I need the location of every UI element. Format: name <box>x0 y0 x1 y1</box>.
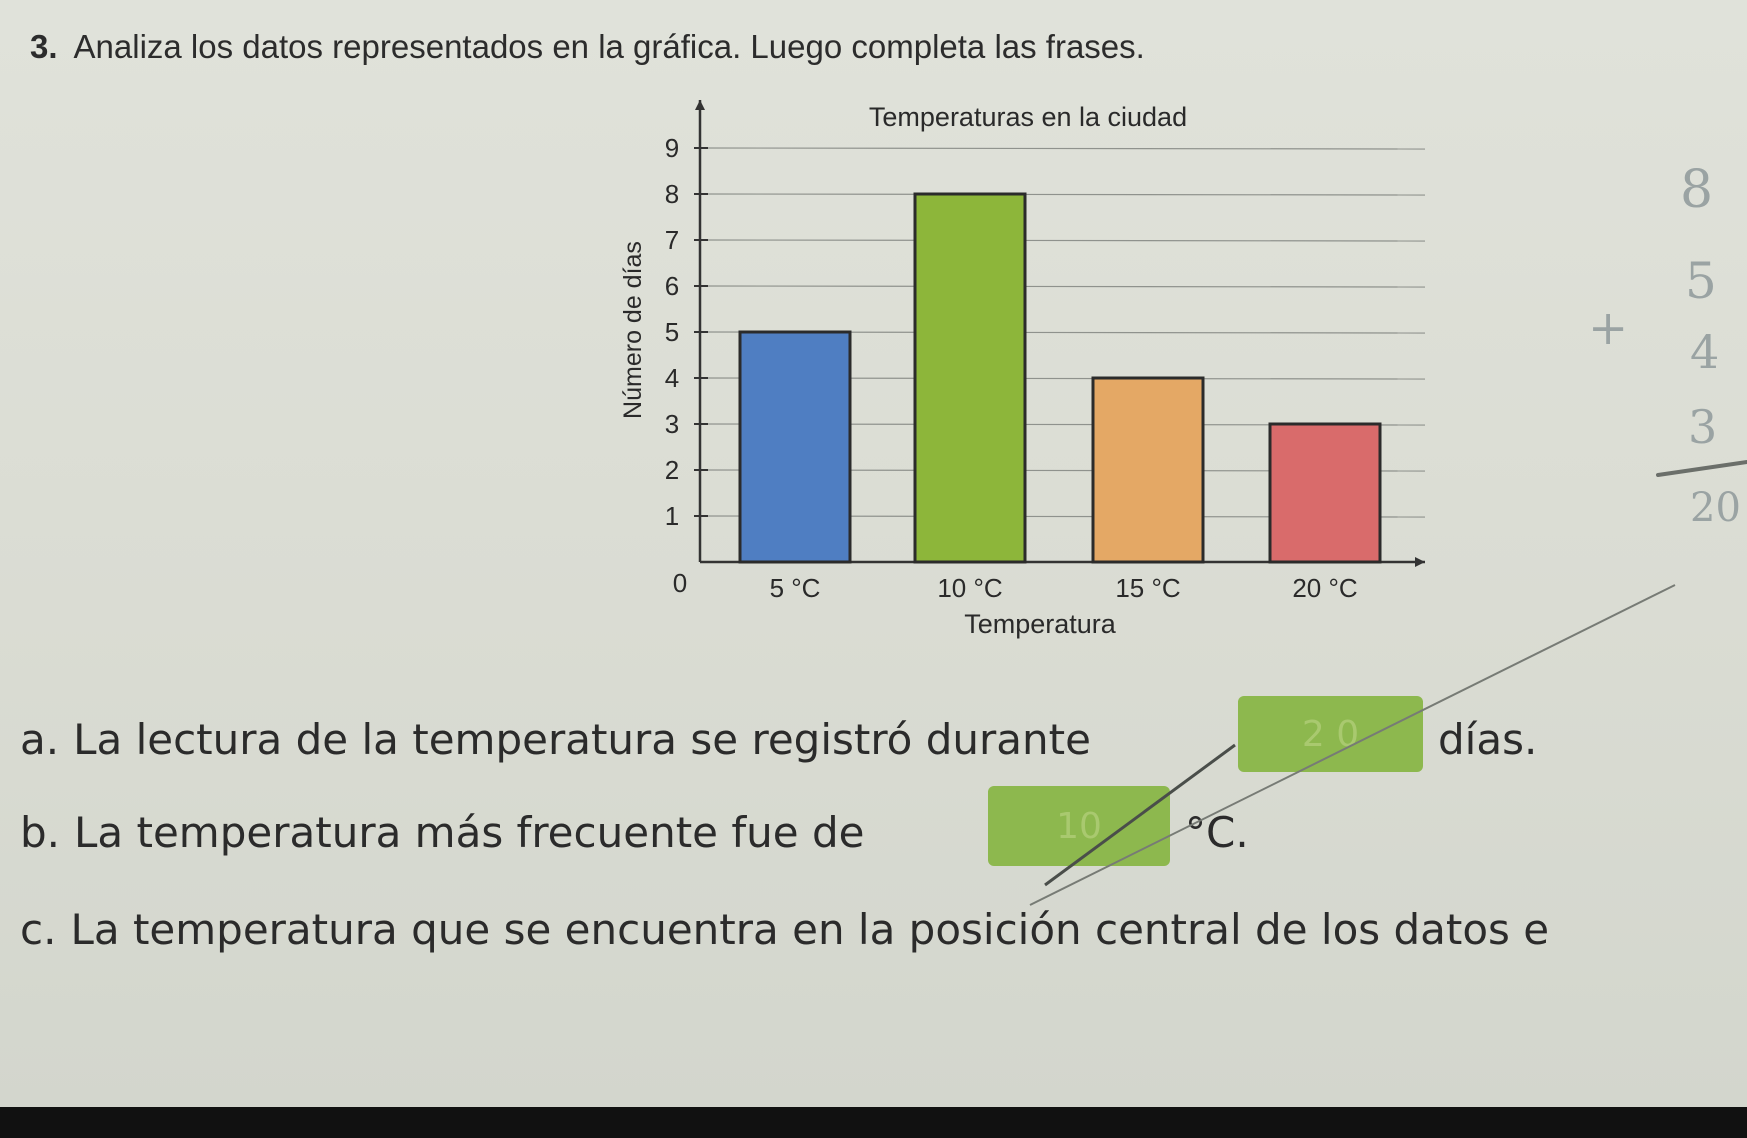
sentence-b-unit: °C. <box>1185 808 1249 857</box>
bar <box>1091 376 1205 564</box>
answer-a-value: 2 0 <box>1301 713 1360 755</box>
worksheet-page <box>0 0 1747 1107</box>
bar <box>1268 422 1382 564</box>
y-tick-label: 2 <box>665 455 679 485</box>
sentence-c: c. La temperatura que se encuentra en la … <box>20 905 1549 954</box>
y-tick-label: 7 <box>665 225 679 255</box>
margin-note-total: 20 <box>1690 485 1741 531</box>
question-text: Analiza los datos representados en la gr… <box>73 28 1145 65</box>
x-tick-label: 10 °C <box>937 573 1002 603</box>
x-tick-label: 20 °C <box>1292 573 1357 603</box>
margin-note-3: 4 <box>1690 325 1720 379</box>
photo-bottom-edge <box>0 1107 1747 1138</box>
gridline <box>699 285 1426 288</box>
sentence-a-letter: a. <box>20 715 60 764</box>
answer-field-b[interactable]: 10 <box>988 786 1170 866</box>
margin-note-1: 8 <box>1680 160 1714 220</box>
bar <box>738 330 852 564</box>
x-tick-label: 15 °C <box>1115 573 1180 603</box>
y-tick-label: 4 <box>665 363 679 393</box>
gridline <box>699 193 1426 196</box>
sum-line <box>1656 460 1747 477</box>
y-tick-label: 5 <box>665 317 679 347</box>
bar-chart: 0 1 2 3 4 5 6 7 8 9 5 °C 10 °C 15 °C 20 °C Temperatura… <box>619 100 1426 639</box>
question-heading: 3. Analiza los datos representados en la … <box>30 28 1145 66</box>
margin-note-4: 3 <box>1688 400 1718 454</box>
sentence-b-text: La temperatura más frecuente fue de <box>74 808 865 857</box>
sentence-b-letter: b. <box>20 808 61 857</box>
sentence-c-letter: c. <box>20 905 57 954</box>
y-tick-label: 6 <box>665 271 679 301</box>
y-tick-label: 8 <box>665 179 679 209</box>
sentence-b: b. La temperatura más frecuente fue de <box>20 808 864 857</box>
question-number: 3. <box>30 28 58 65</box>
gridline <box>699 147 1426 150</box>
bar <box>913 192 1027 564</box>
answer-b-value: 10 <box>1056 805 1102 847</box>
sentence-a-unit: días. <box>1438 715 1538 764</box>
margin-note-2: 5 <box>1685 252 1717 310</box>
y-tick-label: 0 <box>673 568 687 598</box>
y-tick-label: 1 <box>665 501 679 531</box>
y-tick-label: 3 <box>665 409 679 439</box>
margin-note-plus: + <box>1588 300 1629 356</box>
x-tick-label: 5 °C <box>770 573 821 603</box>
y-axis-arrow <box>695 100 705 110</box>
sentence-a-text: La lectura de la temperatura se registró… <box>73 715 1091 764</box>
gridline <box>699 239 1426 242</box>
pencil-marks <box>1029 460 1747 906</box>
sentence-a: a. La lectura de la temperatura se regist… <box>20 715 1091 764</box>
y-tick-label: 9 <box>665 133 679 163</box>
sentence-c-text: La temperatura que se encuentra en la po… <box>70 905 1550 954</box>
chart-title: Temperaturas en la ciudad <box>869 102 1187 132</box>
y-axis-title: Número de días <box>619 241 647 419</box>
pencil-diagonal <box>1029 584 1676 906</box>
x-axis-arrow <box>1415 557 1425 567</box>
pencil-stroke-answer <box>1044 743 1236 887</box>
answer-field-a[interactable]: 2 0 <box>1238 696 1423 772</box>
x-axis-title: Temperatura <box>964 609 1117 639</box>
